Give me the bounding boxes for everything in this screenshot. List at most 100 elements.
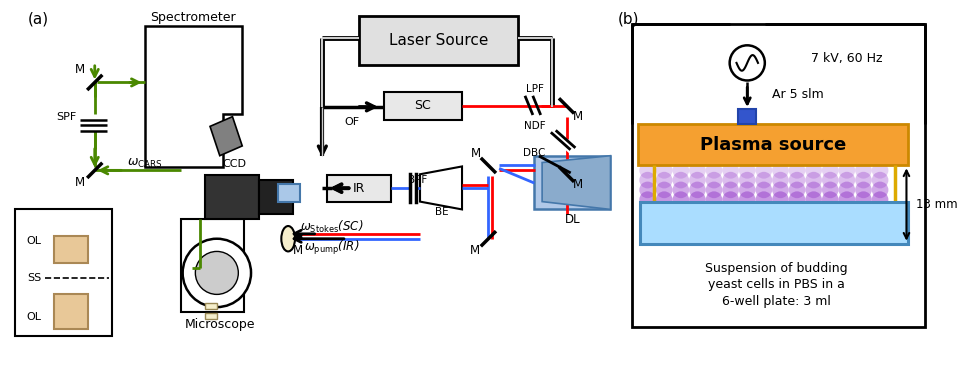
Text: 13 mm: 13 mm	[916, 198, 958, 211]
Polygon shape	[210, 117, 242, 156]
Circle shape	[772, 172, 789, 188]
Text: M: M	[573, 110, 584, 123]
Bar	[14, 209, 112, 336]
Bar	[738, 109, 756, 124]
Circle shape	[772, 162, 789, 179]
Circle shape	[739, 182, 756, 198]
Text: DBC: DBC	[523, 148, 545, 158]
Circle shape	[706, 191, 722, 208]
Circle shape	[805, 162, 822, 179]
Circle shape	[673, 191, 689, 208]
Bar	[359, 16, 517, 65]
Circle shape	[822, 162, 839, 179]
Circle shape	[673, 162, 689, 179]
Circle shape	[689, 162, 706, 179]
Circle shape	[756, 172, 772, 188]
Text: M: M	[75, 176, 85, 189]
Text: OF: OF	[344, 117, 359, 127]
Text: SS: SS	[27, 273, 41, 283]
Circle shape	[722, 162, 739, 179]
Circle shape	[822, 191, 839, 208]
Circle shape	[855, 162, 872, 179]
Circle shape	[789, 172, 805, 188]
Circle shape	[839, 162, 855, 179]
Text: M: M	[293, 244, 303, 257]
Text: BPF: BPF	[408, 175, 428, 185]
Circle shape	[855, 191, 872, 208]
Bar	[632, 24, 925, 327]
Circle shape	[722, 191, 739, 208]
Text: M: M	[75, 63, 85, 76]
Circle shape	[639, 162, 656, 179]
Circle shape	[689, 172, 706, 188]
Circle shape	[689, 182, 706, 198]
Circle shape	[689, 191, 706, 208]
Circle shape	[756, 182, 772, 198]
Text: M: M	[470, 147, 481, 160]
Bar	[637, 124, 908, 165]
Circle shape	[730, 45, 765, 81]
Circle shape	[772, 182, 789, 198]
Text: $\omega_\mathrm{CARS}$: $\omega_\mathrm{CARS}$	[127, 157, 162, 170]
Circle shape	[182, 239, 251, 307]
Text: Spectrometer: Spectrometer	[151, 11, 236, 24]
Bar	[327, 175, 391, 202]
Circle shape	[656, 172, 673, 188]
Circle shape	[855, 172, 872, 188]
Circle shape	[639, 191, 656, 208]
Bar	[205, 313, 217, 319]
Circle shape	[639, 182, 656, 198]
Text: SPF: SPF	[56, 112, 76, 122]
Bar	[278, 184, 300, 202]
Circle shape	[822, 182, 839, 198]
Circle shape	[789, 162, 805, 179]
Text: DL: DL	[564, 213, 580, 226]
Circle shape	[772, 191, 789, 208]
Text: NDF: NDF	[524, 121, 546, 131]
Circle shape	[805, 182, 822, 198]
Text: SC: SC	[415, 100, 431, 112]
Bar	[639, 202, 908, 243]
Circle shape	[739, 191, 756, 208]
Text: M: M	[469, 244, 480, 257]
Text: Laser Source: Laser Source	[389, 33, 489, 48]
Polygon shape	[420, 166, 462, 209]
Text: Ar 5 slm: Ar 5 slm	[772, 88, 824, 101]
Bar	[259, 180, 293, 214]
Text: (a): (a)	[27, 11, 48, 26]
Circle shape	[656, 162, 673, 179]
Bar	[535, 156, 611, 209]
Circle shape	[739, 172, 756, 188]
Circle shape	[639, 172, 656, 188]
Text: Plasma source: Plasma source	[700, 136, 847, 154]
Polygon shape	[542, 156, 611, 209]
Text: (b): (b)	[617, 11, 638, 26]
Bar	[54, 295, 88, 329]
Circle shape	[872, 172, 888, 188]
Text: M: M	[573, 178, 584, 192]
Circle shape	[706, 162, 722, 179]
Circle shape	[673, 182, 689, 198]
Text: yeast cells in PBS in a: yeast cells in PBS in a	[708, 278, 845, 291]
Bar	[205, 175, 259, 219]
Bar	[205, 303, 217, 309]
Circle shape	[805, 172, 822, 188]
Circle shape	[789, 191, 805, 208]
Circle shape	[805, 191, 822, 208]
Circle shape	[822, 172, 839, 188]
Text: $\omega_\mathrm{Stokes}$(SC): $\omega_\mathrm{Stokes}$(SC)	[300, 219, 364, 235]
Text: OL: OL	[27, 236, 41, 246]
Circle shape	[656, 182, 673, 198]
Circle shape	[756, 191, 772, 208]
Text: Microscope: Microscope	[184, 318, 255, 331]
Text: 7 kV, 60 Hz: 7 kV, 60 Hz	[811, 51, 882, 64]
Circle shape	[872, 162, 888, 179]
Circle shape	[706, 182, 722, 198]
Circle shape	[722, 172, 739, 188]
Circle shape	[706, 172, 722, 188]
Circle shape	[872, 191, 888, 208]
Circle shape	[855, 182, 872, 198]
Circle shape	[195, 252, 238, 295]
Circle shape	[872, 182, 888, 198]
Circle shape	[839, 172, 855, 188]
